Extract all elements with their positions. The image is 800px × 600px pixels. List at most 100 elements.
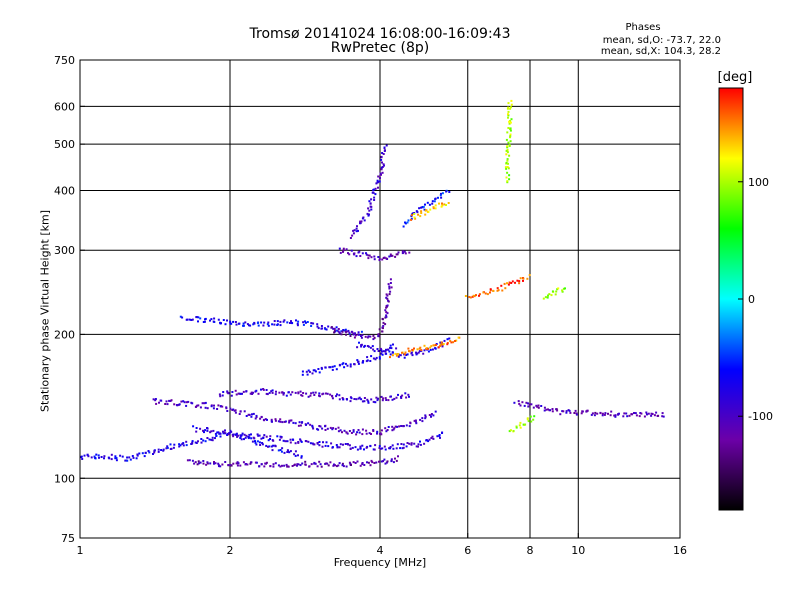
o-mode-point <box>400 397 403 399</box>
o-mode-point <box>206 462 209 465</box>
o-mode-point <box>365 432 368 435</box>
o-mode-point <box>292 421 295 424</box>
o-mode-point <box>365 252 367 255</box>
o-mode-point <box>383 256 386 259</box>
o-mode-point <box>360 343 363 346</box>
o-mode-point <box>309 394 312 397</box>
o-mode-point <box>251 413 253 416</box>
o-mode-point <box>366 398 369 401</box>
o-mode-point <box>252 323 255 326</box>
x-mode-point <box>496 289 499 292</box>
o-mode-point <box>352 430 355 433</box>
o-mode-point <box>555 408 558 411</box>
o-mode-point <box>332 427 335 430</box>
o-mode-point <box>291 322 294 325</box>
o-mode-point <box>362 360 365 362</box>
y-tick-label: 100 <box>54 472 75 485</box>
o-mode-point <box>363 400 366 403</box>
o-mode-point <box>296 464 298 467</box>
o-mode-point <box>231 391 234 393</box>
o-mode-point <box>378 447 381 449</box>
o-mode-point <box>238 322 241 325</box>
o-mode-point <box>212 429 215 432</box>
o-mode-point <box>537 406 540 409</box>
o-mode-point <box>191 402 194 405</box>
o-mode-point <box>361 252 364 255</box>
o-mode-point <box>408 395 410 398</box>
o-mode-point <box>321 445 324 448</box>
o-mode-point <box>324 425 326 428</box>
o-mode-point <box>380 166 383 169</box>
o-mode-point <box>253 437 256 440</box>
o-mode-point <box>284 440 287 443</box>
o-mode-point <box>581 410 584 413</box>
o-mode-point <box>410 443 413 446</box>
o-mode-point <box>436 435 439 438</box>
o-mode-point <box>385 348 387 351</box>
o-mode-point <box>561 410 564 413</box>
o-mode-point <box>267 439 270 442</box>
o-mode-point <box>366 461 368 464</box>
o-mode-point <box>345 330 348 333</box>
o-mode-point <box>305 370 308 373</box>
o-mode-point <box>90 456 93 459</box>
o-mode-point <box>194 461 197 464</box>
o-mode-point <box>331 397 334 400</box>
o-mode-point <box>297 320 300 323</box>
o-mode-point <box>350 397 353 400</box>
o-mode-point <box>235 323 238 326</box>
o-mode-point <box>543 409 546 412</box>
o-mode-point <box>415 445 418 448</box>
x-mode-point <box>530 420 533 423</box>
o-mode-point <box>365 429 368 432</box>
o-mode-point <box>359 220 362 223</box>
o-mode-point <box>355 433 358 436</box>
o-mode-point <box>229 429 232 432</box>
o-mode-point <box>545 408 548 411</box>
o-mode-point <box>249 324 252 327</box>
o-mode-point <box>302 392 305 394</box>
o-mode-point <box>376 430 379 433</box>
o-mode-point <box>272 465 275 468</box>
o-mode-point <box>274 419 277 422</box>
o-mode-point <box>424 417 427 420</box>
o-mode-point <box>430 413 433 415</box>
o-mode-point <box>181 442 184 445</box>
o-mode-point <box>193 462 196 465</box>
o-mode-point <box>339 251 342 254</box>
o-mode-point <box>351 331 354 334</box>
x-mode-point <box>522 277 525 280</box>
o-mode-point <box>256 322 259 325</box>
o-mode-point <box>439 194 442 197</box>
o-mode-point <box>178 443 181 446</box>
x-mode-point <box>509 107 512 110</box>
o-mode-point <box>389 446 392 448</box>
o-mode-point <box>347 443 349 446</box>
o-mode-point <box>372 357 375 360</box>
o-mode-point <box>300 456 303 459</box>
o-mode-point <box>324 366 327 369</box>
o-mode-point <box>227 392 230 395</box>
o-mode-point <box>293 463 296 466</box>
o-mode-point <box>208 438 211 441</box>
o-mode-point <box>297 424 300 427</box>
o-mode-point <box>517 400 520 403</box>
o-mode-point <box>379 172 382 175</box>
o-mode-point <box>373 258 376 261</box>
o-mode-point <box>381 399 384 402</box>
x-mode-point <box>522 423 525 426</box>
colorbar-tick-label: 100 <box>748 176 769 189</box>
o-mode-point <box>231 433 234 436</box>
x-mode-point <box>426 348 429 350</box>
o-mode-point <box>378 180 381 183</box>
x-mode-point <box>408 350 411 353</box>
o-mode-point <box>377 186 379 189</box>
o-mode-point <box>300 421 303 424</box>
o-mode-point <box>279 320 282 323</box>
o-mode-point <box>217 404 220 407</box>
o-mode-point <box>312 369 315 372</box>
o-mode-point <box>244 321 247 324</box>
colorbar-tick-label: 0 <box>748 293 755 306</box>
o-mode-point <box>281 391 284 394</box>
o-mode-point <box>367 214 370 217</box>
